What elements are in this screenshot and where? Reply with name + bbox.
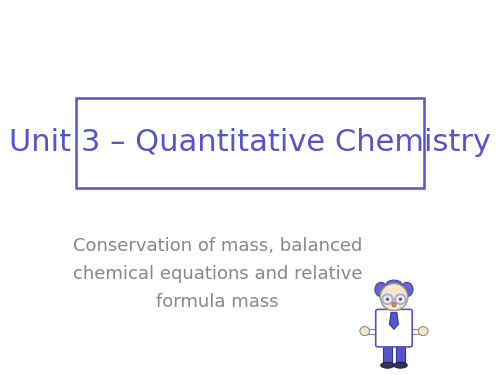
- Bar: [383, 340, 392, 364]
- FancyBboxPatch shape: [376, 309, 412, 347]
- Ellipse shape: [380, 362, 394, 368]
- Circle shape: [382, 294, 392, 304]
- Bar: [390, 306, 398, 312]
- Circle shape: [386, 298, 389, 301]
- Ellipse shape: [375, 282, 387, 297]
- Bar: [365, 328, 378, 334]
- Text: Unit 3 – Quantitative Chemistry: Unit 3 – Quantitative Chemistry: [9, 128, 491, 157]
- Circle shape: [360, 327, 370, 336]
- Bar: [396, 340, 405, 364]
- Ellipse shape: [386, 280, 402, 288]
- Circle shape: [395, 294, 406, 304]
- Ellipse shape: [380, 284, 407, 310]
- Polygon shape: [390, 312, 398, 329]
- Ellipse shape: [394, 362, 407, 368]
- Bar: [410, 328, 423, 334]
- Ellipse shape: [392, 302, 396, 307]
- Text: Conservation of mass, balanced
chemical equations and relative
formula mass: Conservation of mass, balanced chemical …: [73, 237, 362, 310]
- Circle shape: [399, 298, 402, 301]
- Ellipse shape: [401, 282, 413, 297]
- Circle shape: [418, 327, 428, 336]
- FancyBboxPatch shape: [76, 98, 424, 188]
